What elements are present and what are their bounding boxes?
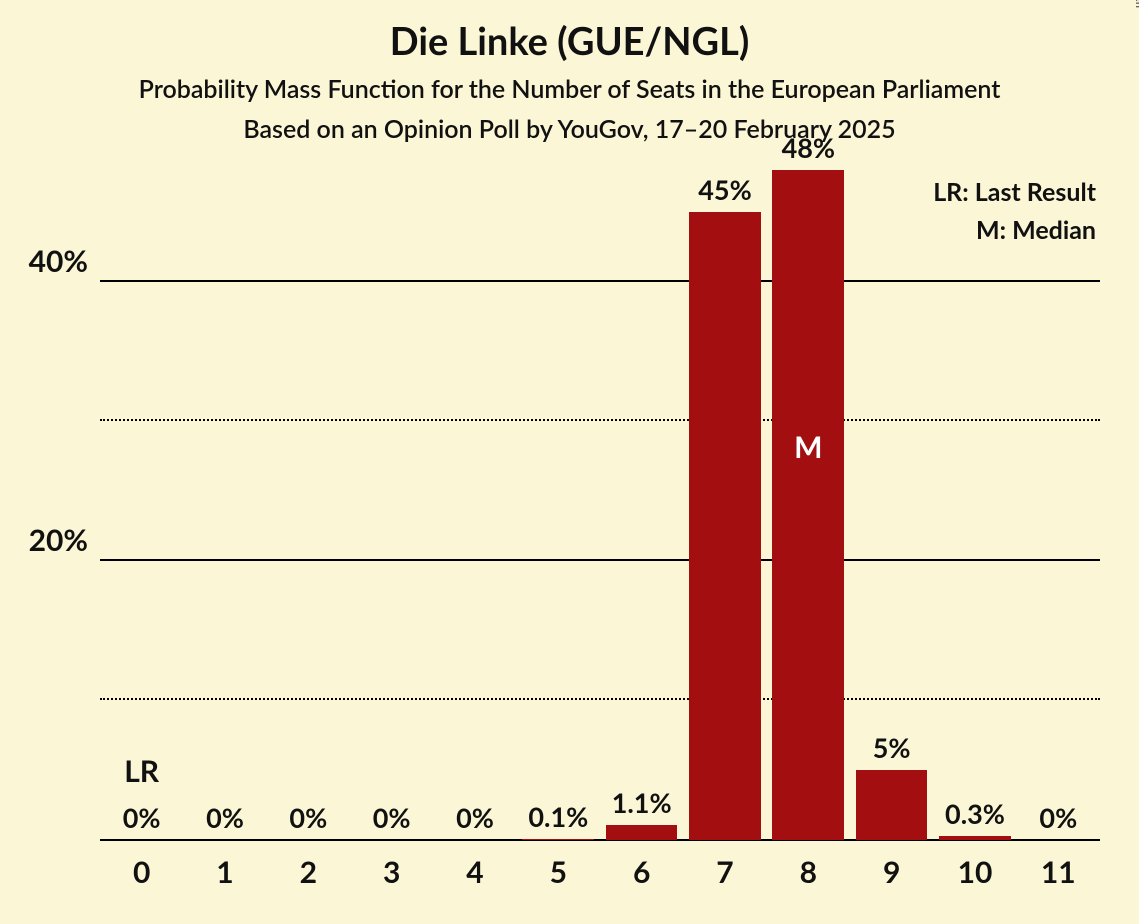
chart-subtitle-1: Probability Mass Function for the Number… xyxy=(0,74,1139,104)
bar-value-label: 45% xyxy=(698,173,751,206)
bar-value-label: 0% xyxy=(1039,801,1077,834)
bar-value-label: 0% xyxy=(123,801,161,834)
bar-slot: 0%2 xyxy=(267,170,350,840)
x-tick-label: 0 xyxy=(133,840,150,890)
bar-value-label: 0% xyxy=(289,801,327,834)
x-tick-label: 4 xyxy=(466,840,483,890)
bar-slot: 0%3 xyxy=(350,170,433,840)
x-tick-label: 6 xyxy=(633,840,650,890)
y-tick-label: 20% xyxy=(29,522,100,558)
x-tick-label: 8 xyxy=(800,840,817,890)
bar xyxy=(856,770,928,840)
x-tick-label: 1 xyxy=(216,840,233,890)
bar xyxy=(689,212,761,840)
bar-slot: 0%0LR xyxy=(100,170,183,840)
pmf-bar-chart: LR: Last Result M: Median 20%40%0%0LR0%1… xyxy=(100,170,1100,840)
bar-slot: 0%4 xyxy=(433,170,516,840)
bar-slot: 5%9 xyxy=(850,170,933,840)
bar-value-label: 0.3% xyxy=(945,797,1005,830)
copyright-text: © 2025 Filip van Laenen xyxy=(1133,0,1139,8)
x-tick-label: 9 xyxy=(883,840,900,890)
bars: 0%0LR0%10%20%30%40.1%51.1%645%748%8M5%90… xyxy=(100,170,1100,840)
bar-value-label: 5% xyxy=(873,731,911,764)
x-tick-label: 2 xyxy=(300,840,317,890)
bar-slot: 0.1%5 xyxy=(517,170,600,840)
x-tick-label: 11 xyxy=(1041,840,1076,890)
chart-subtitle-2: Based on an Opinion Poll by YouGov, 17–2… xyxy=(0,114,1139,144)
bar-slot: 0.3%10 xyxy=(933,170,1016,840)
bar-value-label: 48% xyxy=(782,131,835,164)
bar-value-label: 1.1% xyxy=(612,786,672,819)
chart-title: Die Linke (GUE/NGL) xyxy=(0,0,1139,64)
bar-value-label: 0% xyxy=(373,801,411,834)
bar xyxy=(606,825,678,840)
bar-slot: 1.1%6 xyxy=(600,170,683,840)
x-tick-label: 10 xyxy=(958,840,993,890)
last-result-marker: LR xyxy=(124,753,159,789)
y-tick-label: 40% xyxy=(29,243,100,279)
x-tick-label: 5 xyxy=(550,840,567,890)
x-tick-label: 3 xyxy=(383,840,400,890)
plot-area: LR: Last Result M: Median 20%40%0%0LR0%1… xyxy=(100,170,1100,840)
bar-value-label: 0% xyxy=(456,801,494,834)
bar xyxy=(772,170,844,840)
median-marker: M xyxy=(794,429,822,465)
bar-slot: 0%11 xyxy=(1017,170,1100,840)
bar-slot: 0%1 xyxy=(183,170,266,840)
bar-slot: 48%8M xyxy=(767,170,850,840)
bar-value-label: 0% xyxy=(206,801,244,834)
bar-slot: 45%7 xyxy=(683,170,766,840)
bar-value-label: 0.1% xyxy=(528,800,588,833)
x-tick-label: 7 xyxy=(716,840,733,890)
